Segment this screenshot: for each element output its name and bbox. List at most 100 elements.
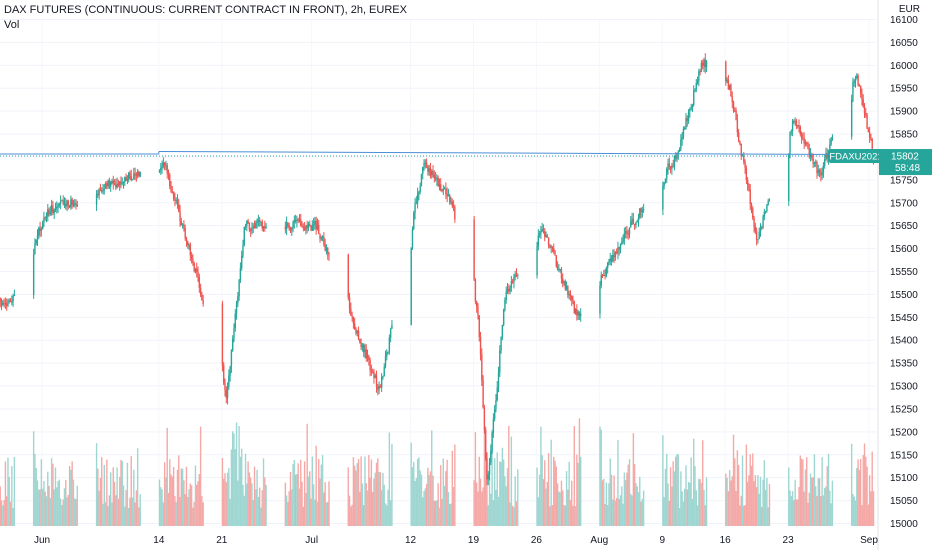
volume-bar: [11, 466, 13, 526]
candle-body: [759, 226, 762, 233]
candle-body: [57, 205, 59, 207]
candle-body: [422, 167, 424, 175]
volume-bar: [428, 475, 430, 526]
volume-bar: [732, 434, 735, 526]
volume-bar: [504, 476, 506, 526]
candle-body: [517, 275, 519, 277]
price-tick-label: 15350: [890, 359, 918, 370]
price-tick-label: 16000: [890, 61, 918, 72]
volume-bar: [573, 425, 575, 526]
volume-bar: [450, 503, 452, 526]
candle-body: [197, 271, 199, 277]
horizontal-trendline[interactable]: [158, 150, 877, 156]
volume-bar: [316, 501, 319, 526]
price-axis: 15000 15050 15100 15150 15200 15250 15300 15350…: [890, 15, 918, 530]
volume-bar: [107, 506, 109, 526]
volume-bar: [870, 491, 872, 526]
candle-body: [310, 225, 312, 231]
candle-body: [797, 125, 799, 127]
volume-bar: [682, 501, 685, 526]
volume-bar: [538, 474, 541, 526]
volume-bar: [794, 479, 796, 526]
price-tick-label: 15700: [890, 198, 918, 209]
volume-bar: [821, 457, 823, 526]
volume-bar: [370, 459, 373, 526]
candle-body: [198, 276, 201, 288]
volume-bar: [257, 497, 260, 526]
candle-body: [425, 162, 428, 166]
volume-bar: [505, 486, 507, 526]
candle-body: [350, 308, 352, 316]
candle-body: [362, 344, 365, 353]
volume-bar: [311, 456, 314, 526]
volume-bar: [309, 471, 311, 526]
volume-bar: [310, 498, 312, 526]
candle-body: [264, 226, 266, 228]
candle-body: [866, 114, 868, 129]
volume-bar: [61, 505, 63, 526]
candle-body: [509, 287, 511, 292]
volume-bar: [284, 482, 287, 526]
candle-body: [544, 231, 546, 237]
volume-bar: [187, 496, 189, 526]
volume-bar: [497, 496, 500, 526]
volume-bar: [563, 504, 565, 526]
volume-bar: [189, 483, 192, 526]
volume-bar: [687, 481, 690, 526]
volume-bar: [59, 498, 62, 526]
candle-body: [361, 344, 364, 348]
candle-body: [201, 294, 203, 301]
candle-body: [744, 161, 746, 168]
candle-body: [821, 173, 823, 176]
volume-bar: [230, 449, 233, 526]
volume-bar: [127, 507, 130, 526]
volume-bar: [574, 505, 577, 526]
candle-body: [451, 201, 453, 207]
candle-body: [50, 205, 53, 213]
volume-bar: [686, 489, 688, 526]
volume-bar: [623, 472, 626, 526]
time-tick-label: 16: [720, 535, 732, 546]
candle-body: [703, 59, 705, 66]
candle-body: [481, 354, 483, 381]
volume-bar: [671, 486, 673, 526]
candle-body: [260, 221, 262, 223]
candle-body: [567, 285, 569, 295]
candle-body: [163, 162, 166, 166]
candle-body: [296, 219, 298, 222]
candle-body: [126, 178, 129, 182]
volume-bar: [380, 490, 383, 526]
candle-body: [633, 224, 636, 226]
volume-bar: [382, 472, 384, 526]
candle-body: [446, 193, 448, 197]
volume-bar: [830, 503, 832, 526]
volume-bar: [486, 456, 488, 526]
candle-body: [740, 144, 742, 156]
volume-legend-label: Vol: [4, 19, 20, 31]
candle-body: [623, 232, 626, 239]
candle-body: [816, 162, 818, 174]
candle-body: [850, 99, 853, 137]
volume-bar: [737, 465, 740, 526]
volume-bar: [668, 500, 671, 526]
volume-bar: [510, 436, 513, 526]
volume-bar: [789, 490, 791, 526]
volume-bar: [667, 483, 669, 526]
volume-bar: [664, 468, 667, 526]
volume-bar: [702, 440, 704, 526]
volume-bar: [636, 486, 638, 526]
candle-body: [793, 120, 795, 122]
volume-bar: [293, 459, 296, 526]
volume-bar: [762, 479, 764, 526]
candle-body: [249, 229, 252, 231]
time-tick-label: 12: [405, 535, 417, 546]
volume-bar: [560, 480, 563, 526]
volume-bar: [323, 492, 325, 526]
candle-body: [433, 174, 436, 178]
candle-body: [71, 199, 73, 205]
volume-bar: [32, 431, 35, 526]
volume-bar: [425, 484, 428, 526]
candle-body: [431, 171, 433, 176]
